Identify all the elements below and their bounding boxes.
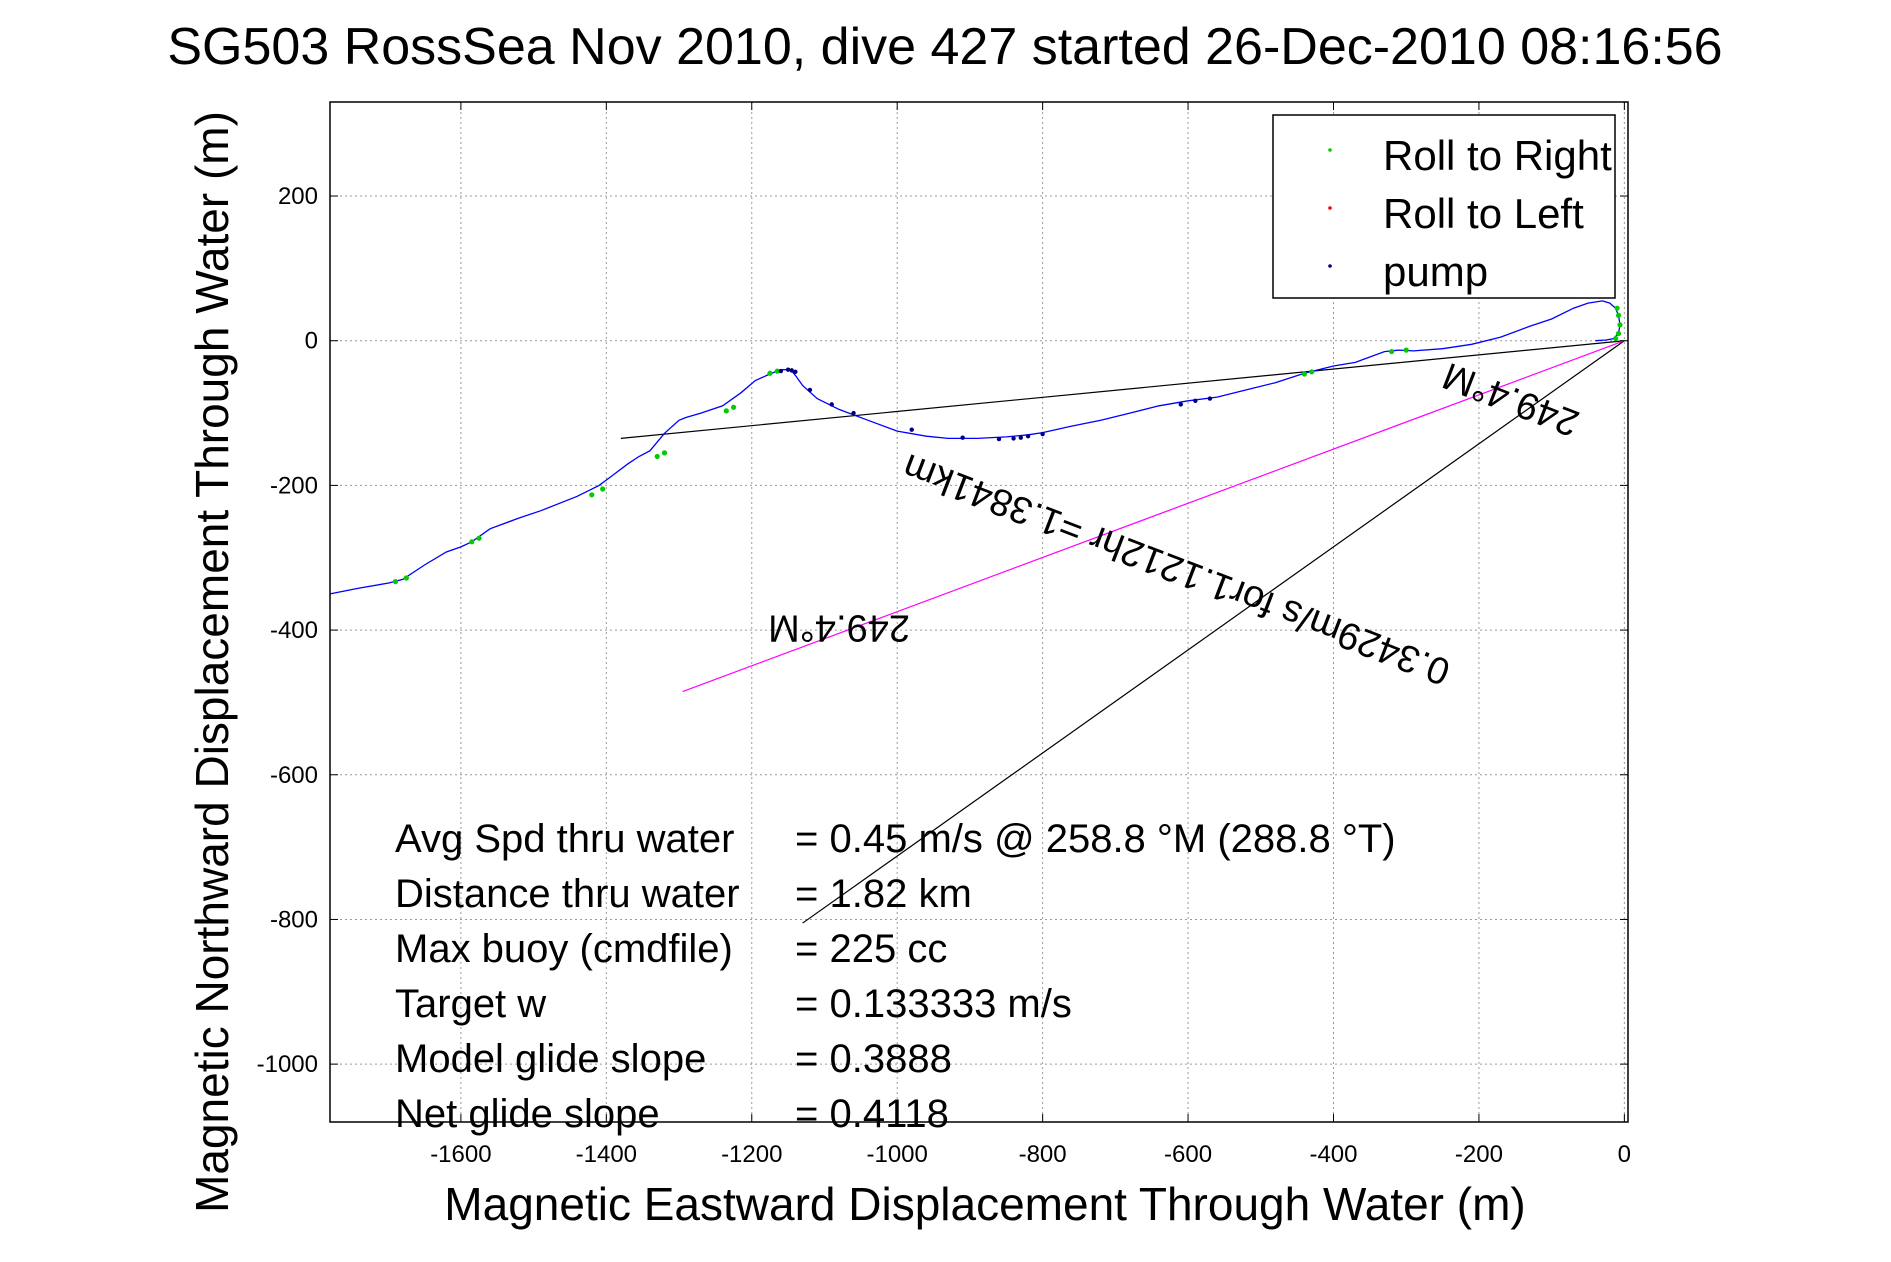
pump-point	[1025, 434, 1031, 439]
roll-right-point	[392, 579, 399, 585]
pump-point	[778, 368, 784, 374]
roll-right-point	[1617, 322, 1623, 328]
annotation-value: = 0.4118	[795, 1092, 949, 1136]
roll-right-point	[730, 404, 737, 410]
pump-point	[909, 427, 914, 432]
annotation-label: Model glide slope	[395, 1037, 706, 1081]
plot-frame	[329, 101, 1629, 1123]
x-axis-label: Magnetic Eastward Displacement Through W…	[444, 1178, 1525, 1230]
pump-point	[996, 436, 1002, 442]
roll-right-point	[1403, 347, 1409, 353]
roll-right-point	[774, 368, 780, 374]
x-tick-label: -600	[1164, 1141, 1212, 1168]
roll-right-point	[723, 408, 729, 414]
pump-point	[960, 435, 965, 440]
y-tick-label: -400	[270, 617, 318, 644]
pump-point	[1207, 396, 1213, 401]
y-tick-label: -600	[270, 762, 318, 789]
marker-series	[392, 305, 1623, 585]
roll-right-point	[589, 492, 595, 498]
legend-marker-roll-left	[1328, 206, 1332, 210]
legend-marker-pump	[1328, 264, 1332, 268]
pump-point	[1011, 436, 1016, 441]
annotation-label: Max buoy (cmdfile)	[395, 927, 733, 971]
x-axis-ticks: -1600 -1400 -1200 -1000 -800 -600 -400 -200 0	[430, 102, 1631, 1168]
roll-right-point	[600, 486, 606, 492]
track-line	[329, 300, 1621, 595]
x-tick-label: -800	[1019, 1141, 1067, 1168]
annotation-label: Target w	[395, 982, 546, 1026]
roll-right-point	[1389, 348, 1395, 355]
pump-point	[807, 387, 813, 393]
pump-point	[789, 368, 794, 373]
y-tick-label: 200	[278, 183, 318, 210]
pump-point	[793, 369, 798, 375]
x-tick-label: -1200	[721, 1141, 782, 1168]
y-tick-label: 0	[305, 328, 318, 355]
x-tick-label: -1400	[576, 1141, 637, 1168]
roll-right-point	[1613, 335, 1619, 342]
pump-point	[851, 410, 856, 416]
roll-right-point	[403, 575, 409, 581]
roll-right-point	[1615, 330, 1622, 337]
roll-right-point	[661, 450, 668, 456]
roll-right-point	[1301, 371, 1308, 377]
pump-point	[1040, 431, 1045, 437]
annotation-value: = 0.45 m/s @ 258.8 °M (288.8 °T)	[795, 817, 1396, 861]
annotation-label: Avg Spd thru water	[395, 817, 734, 861]
y-axis-ticks: -1000 -800 -600 -400 -200 0 200	[257, 183, 1628, 1078]
pump-point	[1193, 398, 1198, 403]
pump-point	[1178, 402, 1183, 407]
black-line-1	[620, 340, 1625, 439]
annotation-value: = 225 cc	[795, 927, 947, 971]
legend: Roll to Right Roll to Left pump	[1272, 114, 1616, 299]
legend-label-roll-right: Roll to Right	[1383, 132, 1612, 179]
roll-right-point	[476, 535, 482, 541]
black-line-2	[802, 340, 1625, 924]
heading-label: 249.4°M	[768, 607, 910, 649]
y-axis-label: Magnetic Northward Displacement Through …	[186, 111, 238, 1213]
y-tick-label: -200	[270, 472, 318, 499]
pump-point	[1018, 435, 1024, 440]
roll-right-point	[654, 453, 660, 460]
x-tick-label: -400	[1309, 1141, 1357, 1168]
legend-label-pump: pump	[1383, 248, 1488, 295]
annotation-label: Net glide slope	[395, 1092, 660, 1136]
roll-right-point	[1309, 369, 1315, 375]
x-tick-label: -1600	[430, 1141, 491, 1168]
pump-point	[829, 402, 834, 407]
roll-right-point	[1615, 312, 1622, 319]
annotation-value: = 0.3888	[795, 1037, 952, 1081]
magenta-line	[682, 340, 1625, 693]
legend-marker-roll-right	[1328, 148, 1332, 152]
x-tick-label: -1000	[866, 1141, 927, 1168]
annotation-value: = 0.133333 m/s	[795, 982, 1072, 1026]
track-series	[329, 300, 1621, 595]
roll-right-point	[767, 370, 773, 376]
chart-title: SG503 RossSea Nov 2010, dive 427 started…	[167, 18, 1722, 76]
y-tick-label: -800	[270, 906, 318, 933]
legend-label-roll-left: Roll to Left	[1383, 190, 1584, 237]
x-tick-label: -200	[1455, 1141, 1503, 1168]
annotation-label: Distance thru water	[395, 872, 740, 916]
annotation-value: = 1.82 km	[795, 872, 972, 916]
roll-right-point	[469, 539, 475, 545]
y-tick-label: -1000	[257, 1051, 318, 1078]
pump-point	[785, 367, 791, 372]
roll-right-point	[1614, 305, 1620, 311]
reference-lines	[620, 340, 1625, 924]
summary-annotations: Avg Spd thru water = 0.45 m/s @ 258.8 °M…	[395, 817, 1396, 1136]
x-tick-label: 0	[1618, 1141, 1631, 1168]
